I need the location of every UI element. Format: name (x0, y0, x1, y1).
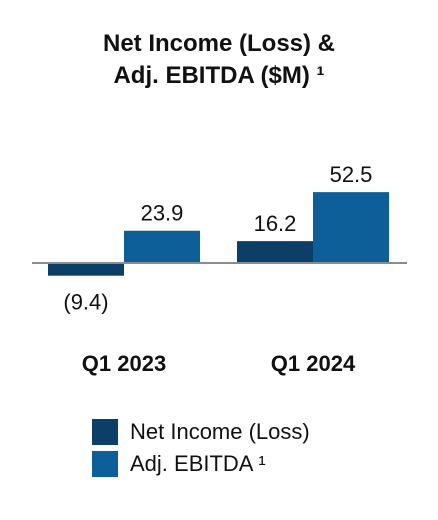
data-label-adj-ebitda-1: 52.5 (330, 162, 373, 187)
data-label-net-income-loss-1: 16.2 (254, 211, 297, 236)
data-label-net-income-loss-0: (9.4) (63, 290, 108, 315)
chart-title: Net Income (Loss) & Adj. EBITDA ($M) ¹ (0, 28, 438, 92)
legend-label-net-income: Net Income (Loss) (130, 419, 310, 444)
chart-title-line-1: Net Income (Loss) & (102, 30, 336, 57)
bar-chart: (9.4) 16.2 23.9 52.5 Q1 2023 Q1 2024 (32, 162, 407, 376)
bar-net-income-loss-1 (237, 241, 313, 263)
data-label-adj-ebitda-0: 23.9 (141, 201, 184, 226)
legend-item-net-income: Net Income (Loss) (92, 417, 310, 447)
bar-adj-ebitda-0 (124, 230, 200, 263)
legend-item-adj-ebitda: Adj. EBITDA ¹ (92, 449, 310, 479)
category-label-1: Q1 2024 (271, 351, 356, 376)
bar-adj-ebitda-1 (313, 192, 389, 263)
legend: Net Income (Loss) Adj. EBITDA ¹ (92, 417, 310, 481)
category-label-0: Q1 2023 (82, 351, 166, 376)
legend-label-adj-ebitda: Adj. EBITDA ¹ (130, 451, 266, 476)
chart-title-line-2: Adj. EBITDA ($M) ¹ (113, 62, 325, 89)
bar-net-income-loss-0 (48, 263, 124, 276)
legend-swatch-net-income (92, 419, 118, 445)
legend-swatch-adj-ebitda (92, 451, 118, 477)
